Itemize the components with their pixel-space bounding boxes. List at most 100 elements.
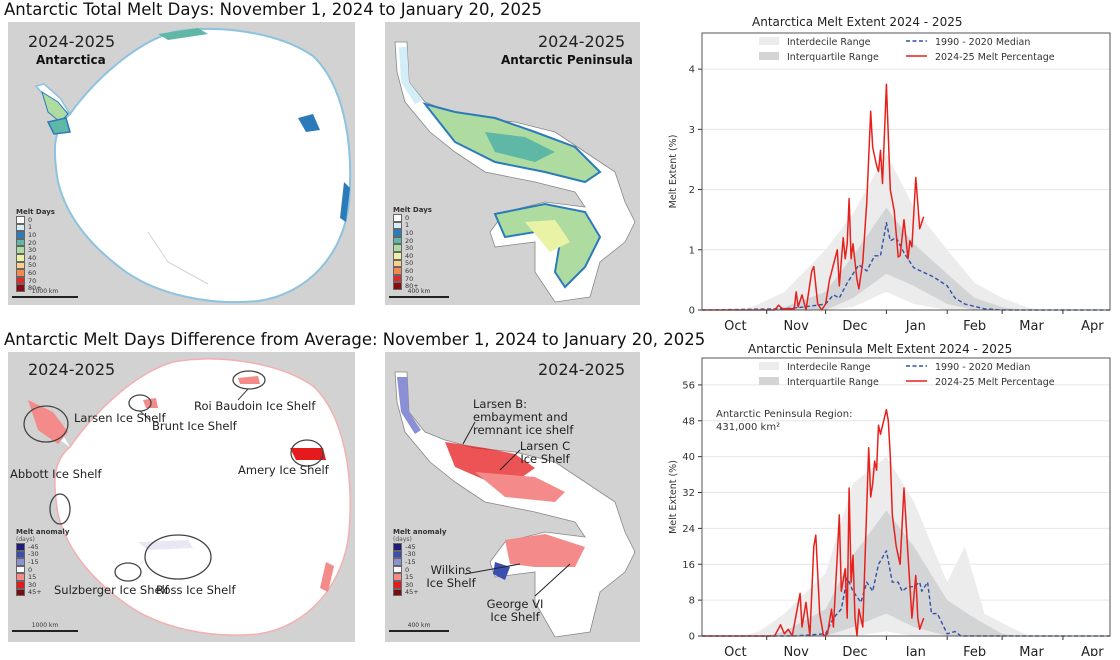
- label-larsen-c-ice-shelf: Larsen C Ice Shelf: [519, 439, 571, 466]
- legend-item: -45: [393, 543, 446, 551]
- legend-swatch: [16, 231, 25, 239]
- melt-anomaly-legend: Melt anomaly (days) -45 -30 -15 0 15 30 45+: [16, 528, 69, 596]
- legend-unit: (days): [16, 536, 35, 543]
- legend-title: Melt Days: [16, 208, 55, 216]
- legend-label: 60: [405, 266, 414, 275]
- legend-label: 0: [405, 213, 410, 222]
- map-total-melt-peninsula: 2024-2025 Antarctic Peninsula Melt Days …: [385, 22, 640, 305]
- scale-bar: 400 km: [389, 288, 449, 298]
- chart-antarctica-melt-extent: Antarctica Melt Extent 2024 - 2025 0 1 2 3 4…: [660, 10, 1120, 338]
- legend-label: 0: [405, 565, 410, 574]
- map-season-label: 2024-2025: [538, 32, 626, 51]
- legend-swatch: [393, 251, 402, 260]
- plot-frame: [701, 32, 1111, 311]
- legend-item: -15: [16, 558, 69, 566]
- legend-swatch: [16, 246, 25, 254]
- scale-bar: 400 km: [389, 622, 449, 632]
- map-total-melt-antarctica: 2024-2025 Antarctica Melt Days 0 1 10 20 30 4…: [8, 22, 355, 305]
- legend-item: 45+: [16, 588, 69, 597]
- x-tick-label: Jan: [905, 645, 926, 656]
- legend-label: -15: [405, 557, 416, 566]
- chart-peninsula-melt-extent: Antarctic Peninsula Melt Extent 2024 - 2…: [660, 340, 1120, 660]
- current-season-line: [702, 408, 925, 637]
- legend-item: 1: [393, 221, 432, 230]
- map-melt-anomaly-peninsula: 2024-2025 Larsen B: embayment and remnan…: [385, 352, 640, 642]
- legend-swatch: [16, 550, 25, 559]
- scale-bar: 1000 km: [12, 622, 78, 632]
- y-tick-label: 4: [689, 65, 695, 76]
- x-tick-label: Nov: [783, 645, 809, 656]
- scale-label: 1000 km: [31, 622, 59, 629]
- legend-swatch: [16, 253, 25, 262]
- legend-item: 30: [393, 244, 432, 252]
- chart-annotation: Antarctic Peninsula Region: 431,000 km²: [716, 408, 853, 434]
- legend-item: 45+: [393, 588, 446, 596]
- legend-swatch: [16, 269, 25, 277]
- legend-label: -30: [28, 550, 39, 559]
- chart-svg: 0 8 16 24 32 40 48 56 Oct Nov Dec Jan Feb Mar Apr Melt …: [668, 357, 1111, 660]
- legend-swatch: [393, 236, 402, 245]
- label-ross-ice-shelf: Ross Ice Shelf: [156, 583, 236, 597]
- melt-days-legend: Melt Days 0 1 10 20 30 40 50 60 70 80+: [16, 208, 55, 292]
- legend-swatch: [393, 221, 402, 230]
- legend-label: 10: [405, 228, 414, 237]
- legend-swatch: [16, 588, 25, 597]
- map-season-label: 2024-2025: [28, 32, 116, 51]
- label-amery-ice-shelf: Amery Ice Shelf: [238, 463, 329, 477]
- legend-item: -30: [393, 550, 446, 559]
- legend-item: 10: [393, 229, 432, 237]
- x-tick-label: Jan: [905, 319, 926, 334]
- legend-unit: (days): [393, 536, 412, 543]
- legend-swatch: [393, 580, 402, 589]
- legend-item: 20: [16, 239, 55, 247]
- y-tick-label: 32: [682, 488, 695, 499]
- figure-title-melt-anomaly: Antarctic Melt Days Difference from Aver…: [4, 330, 706, 349]
- scale-label: 400 km: [407, 622, 431, 629]
- x-tick-label: Feb: [963, 645, 986, 656]
- map-region-label: Antarctica: [36, 53, 106, 67]
- legend-item: 0: [393, 566, 446, 574]
- legend-title: Melt anomaly: [393, 528, 447, 536]
- melt-anomaly-legend: Melt anomaly (days) -45 -30 -15 0 15 30 45+: [393, 528, 446, 596]
- x-tick-label: Nov: [783, 319, 809, 334]
- legend-item: 50: [16, 261, 55, 270]
- legend-item: 20: [393, 237, 432, 245]
- legend-item: 80+: [16, 284, 55, 292]
- legend-swatch: [393, 259, 402, 268]
- legend-label: 15: [28, 573, 37, 582]
- legend-label: -45: [405, 542, 416, 551]
- legend-item: 0: [16, 216, 55, 224]
- legend-swatch-interdecile: [759, 37, 779, 45]
- legend-item: -45: [16, 543, 69, 551]
- legend-swatch: [393, 550, 402, 559]
- legend-swatch: [393, 565, 402, 574]
- y-tick-label: 0: [689, 306, 695, 317]
- legend-swatch: [16, 261, 25, 270]
- legend-label: 70: [28, 276, 37, 285]
- legend-item: 70: [16, 277, 55, 285]
- legend-label: 30: [405, 244, 414, 253]
- legend-item: 30: [16, 581, 69, 589]
- map-season-label: 2024-2025: [538, 360, 626, 379]
- legend-label: 40: [28, 253, 37, 262]
- legend-label: -45: [28, 542, 39, 551]
- legend-rows: 0 1 10 20 30 40 50 60 70 80+: [393, 214, 432, 290]
- legend-label: 2024-25 Melt Percentage: [935, 377, 1055, 388]
- legend-item: 15: [393, 573, 446, 581]
- legend-swatch: [393, 267, 402, 275]
- legend-swatch-interquartile: [759, 52, 779, 60]
- y-axis-label: Melt Extent (%): [668, 135, 679, 209]
- interquartile-band: [766, 510, 1016, 636]
- legend-item: 40: [393, 252, 432, 260]
- chart-title: Antarctica Melt Extent 2024 - 2025: [752, 15, 963, 29]
- x-tick-label: Oct: [724, 645, 746, 656]
- legend-swatch: [16, 543, 25, 551]
- antarctica-map-graphic: [34, 28, 352, 304]
- peninsula-anomaly-map-graphic: [394, 371, 636, 638]
- x-tick-label: Mar: [1019, 645, 1044, 656]
- legend-item: 40: [16, 254, 55, 262]
- legend-item: 1: [16, 223, 55, 231]
- y-axis-label: Melt Extent (%): [668, 460, 679, 534]
- legend-item: 80+: [393, 282, 432, 290]
- x-tick-label: Mar: [1019, 319, 1044, 334]
